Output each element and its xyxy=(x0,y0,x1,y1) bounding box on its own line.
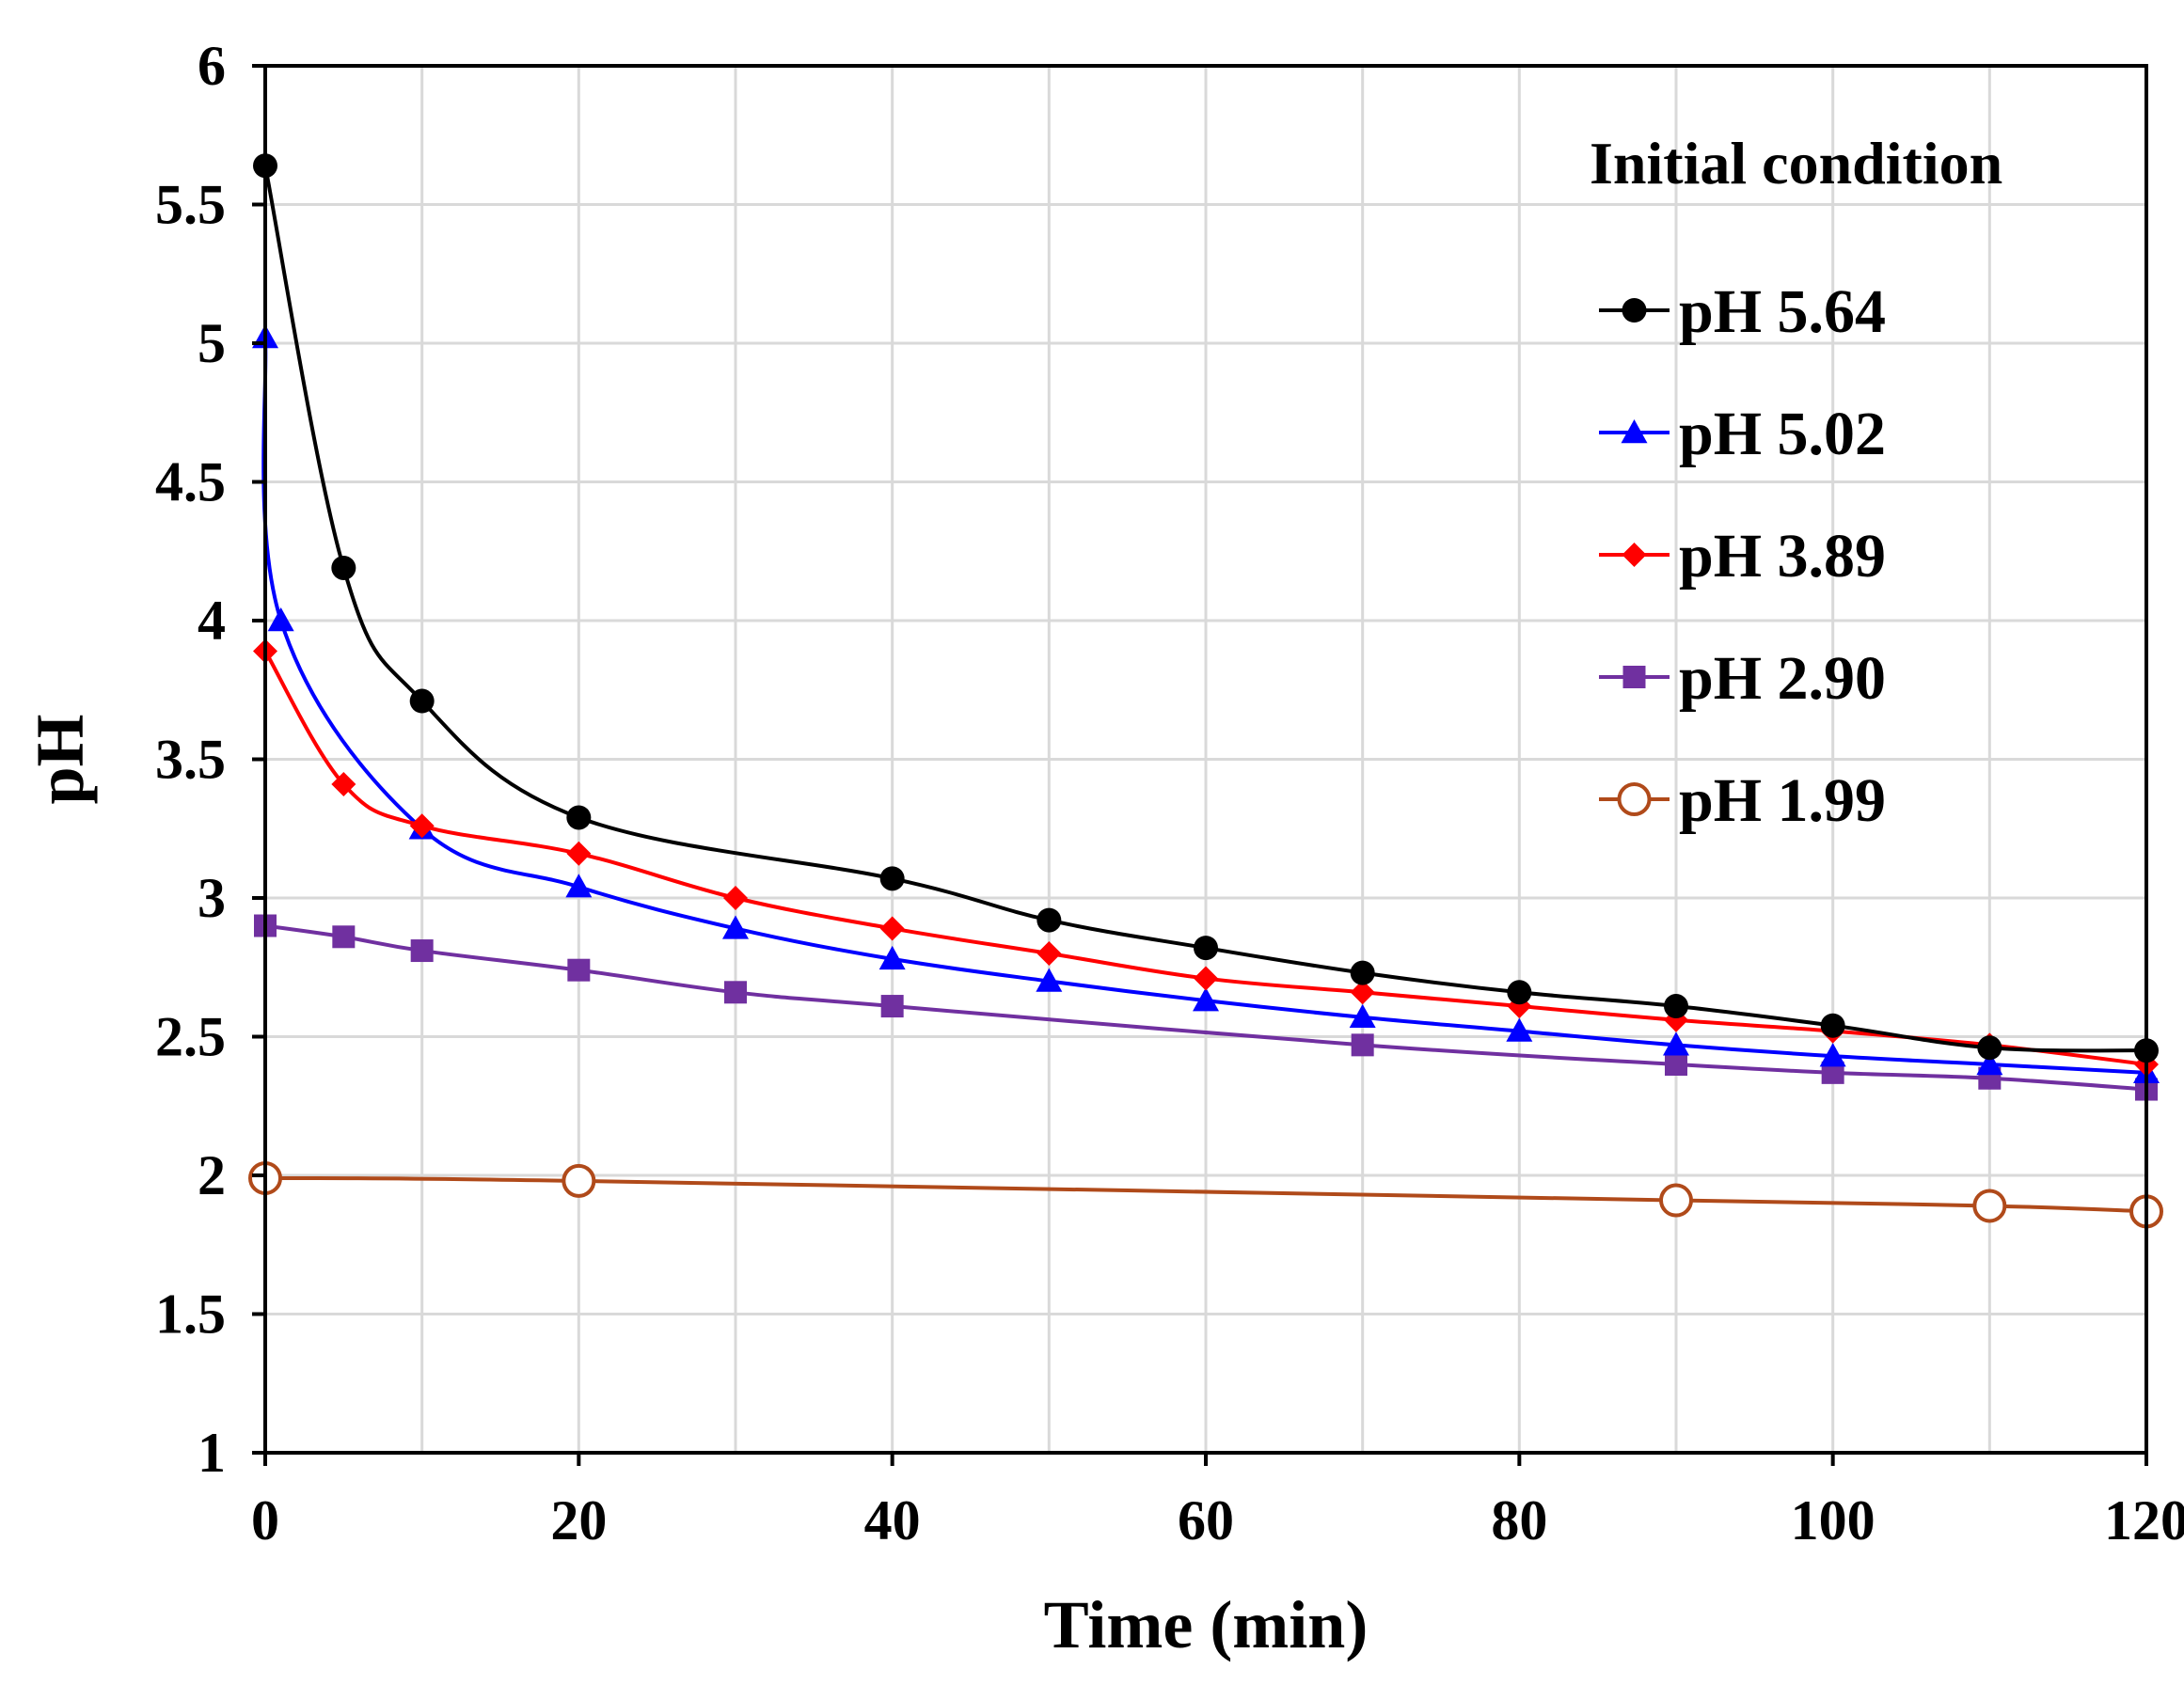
data-point xyxy=(331,555,356,580)
x-tick-label: 0 xyxy=(251,1489,279,1551)
data-point xyxy=(410,939,434,963)
x-tick-label: 120 xyxy=(2104,1489,2184,1551)
data-point xyxy=(267,607,294,632)
data-point xyxy=(1977,1035,2002,1061)
y-tick-label: 2 xyxy=(198,1144,226,1206)
legend-item: pH 3.89 xyxy=(1599,522,1886,591)
data-point xyxy=(1194,936,1218,961)
data-point xyxy=(1663,1031,1689,1056)
y-tick-label: 1 xyxy=(198,1422,226,1484)
data-point xyxy=(567,958,591,982)
data-point xyxy=(1659,1183,1693,1218)
y-axis-title: pH xyxy=(23,714,98,804)
data-point xyxy=(1664,994,1688,1019)
y-tick-label: 5.5 xyxy=(155,174,226,236)
x-tick-label: 100 xyxy=(1791,1489,1875,1551)
y-tick-label: 2.5 xyxy=(155,1006,226,1068)
legend-item: pH 1.99 xyxy=(1599,766,1886,835)
x-tick-label: 20 xyxy=(550,1489,607,1551)
data-point xyxy=(879,916,905,941)
legend: Initial condition pH 5.64 pH 5.02 pH 3.89 p… xyxy=(1590,130,2002,835)
data-point xyxy=(1193,987,1219,1012)
legend-item: pH 5.02 xyxy=(1599,400,1886,468)
data-point xyxy=(1194,966,1218,991)
data-point xyxy=(562,1163,596,1198)
legend-label: pH 1.99 xyxy=(1679,766,1886,835)
y-tick-label: 3.5 xyxy=(155,729,226,791)
x-tick-label: 60 xyxy=(1178,1489,1234,1551)
x-axis-title: Time (min) xyxy=(1044,1587,1369,1662)
series-line xyxy=(263,165,2147,1053)
data-point xyxy=(1351,1033,1374,1057)
legend-title: Initial condition xyxy=(1590,130,2002,197)
axes: 0 20 40 60 80 100 120 1 1.5 2 2.5 3 3.5 4 4.5 5 5.5 6 xyxy=(155,35,2184,1551)
x-tick-label: 80 xyxy=(1491,1489,1547,1551)
series-line xyxy=(263,650,2147,1066)
data-point xyxy=(1819,1043,1846,1067)
legend-marker xyxy=(1622,298,1647,323)
data-point xyxy=(1506,1017,1533,1042)
data-point xyxy=(724,981,747,1004)
data-point xyxy=(1665,1053,1687,1076)
data-point xyxy=(566,805,592,830)
data-point xyxy=(565,874,593,898)
data-point xyxy=(1820,1013,1845,1038)
data-point xyxy=(880,995,904,1018)
data-point xyxy=(1976,1051,2003,1076)
data-point xyxy=(1349,1003,1376,1029)
legend-marker xyxy=(1621,419,1648,444)
legend-label: pH 2.90 xyxy=(1679,644,1886,713)
data-point xyxy=(879,866,905,891)
y-tick-label: 4.5 xyxy=(155,451,226,513)
data-point xyxy=(1037,907,1062,933)
series-line xyxy=(264,923,2147,1092)
legend-label: pH 5.64 xyxy=(1679,277,1886,346)
series-ph-1-99 xyxy=(248,1160,2163,1229)
y-tick-label: 1.5 xyxy=(155,1283,226,1346)
y-tick-label: 4 xyxy=(198,590,226,652)
data-point xyxy=(1507,980,1532,1005)
legend-item: pH 2.90 xyxy=(1599,644,1886,713)
data-point xyxy=(331,772,356,797)
legend-label: pH 5.02 xyxy=(1679,400,1886,468)
legend-item: pH 5.64 xyxy=(1599,277,1886,346)
data-point xyxy=(1037,941,1062,966)
data-point xyxy=(1350,980,1375,1005)
data-point xyxy=(332,925,356,949)
data-point xyxy=(409,688,435,714)
data-series xyxy=(248,153,2163,1229)
legend-marker xyxy=(1617,782,1652,816)
data-point xyxy=(1036,968,1063,992)
y-tick-label: 3 xyxy=(198,867,226,929)
data-point xyxy=(409,813,435,839)
legend-label: pH 3.89 xyxy=(1679,522,1886,591)
x-tick-label: 40 xyxy=(864,1489,921,1551)
y-tick-label: 5 xyxy=(198,312,226,374)
legend-marker xyxy=(1622,543,1647,567)
legend-marker xyxy=(1622,666,1646,688)
data-point xyxy=(566,841,592,866)
data-point xyxy=(723,886,748,910)
data-point xyxy=(722,915,749,939)
data-point xyxy=(1972,1189,2007,1223)
data-point xyxy=(1350,960,1375,985)
y-tick-label: 6 xyxy=(198,35,226,97)
data-point xyxy=(878,945,906,970)
